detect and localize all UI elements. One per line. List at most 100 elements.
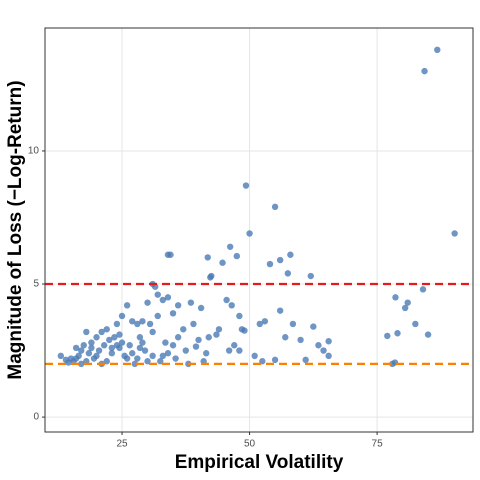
plot-background — [45, 28, 473, 432]
point — [116, 331, 123, 338]
point — [451, 230, 458, 237]
point — [242, 182, 250, 189]
point — [159, 352, 167, 360]
point — [419, 286, 427, 293]
point — [108, 344, 116, 352]
point — [276, 256, 284, 264]
point — [126, 342, 133, 349]
point — [139, 339, 146, 346]
point — [302, 356, 309, 364]
point — [113, 320, 121, 328]
point — [93, 352, 100, 360]
point — [208, 272, 215, 280]
point — [118, 339, 126, 346]
y-tick-label: 0 — [33, 412, 39, 423]
point — [136, 344, 144, 352]
point — [282, 334, 289, 341]
point — [320, 347, 327, 354]
point — [271, 356, 279, 364]
point — [103, 326, 110, 333]
point — [167, 251, 174, 258]
point — [172, 355, 179, 362]
point — [236, 312, 243, 320]
point — [271, 203, 279, 211]
point — [215, 326, 223, 333]
point — [118, 312, 126, 320]
point — [164, 350, 172, 357]
point — [106, 336, 113, 344]
point — [223, 296, 230, 304]
point — [111, 334, 118, 341]
point — [134, 355, 141, 362]
point — [174, 334, 182, 341]
point — [80, 342, 87, 349]
point — [241, 327, 248, 334]
point — [85, 350, 93, 357]
point — [392, 294, 399, 301]
point — [251, 352, 258, 360]
x-tick-label: 75 — [372, 439, 384, 450]
point — [149, 328, 156, 336]
point — [434, 46, 441, 54]
point — [384, 332, 391, 340]
point — [284, 270, 292, 277]
point — [195, 336, 202, 344]
point — [389, 360, 396, 368]
point — [190, 320, 197, 328]
point — [246, 230, 253, 237]
x-tick-label: 50 — [244, 439, 256, 450]
point — [57, 352, 65, 360]
point — [325, 352, 332, 360]
point — [72, 344, 80, 352]
point — [276, 307, 284, 314]
point — [169, 310, 177, 317]
point — [197, 304, 205, 312]
point — [164, 294, 172, 301]
point — [157, 358, 164, 365]
point — [204, 254, 211, 261]
point — [116, 344, 123, 352]
point — [78, 347, 85, 354]
point — [103, 358, 110, 365]
point — [129, 350, 136, 357]
y-tick-label: 10 — [28, 146, 40, 157]
point — [141, 347, 149, 354]
y-axis-label: Magnitude of Loss (−Log-Return) — [5, 80, 26, 379]
point — [225, 347, 233, 354]
point — [401, 304, 409, 312]
point — [136, 334, 144, 341]
point — [394, 330, 401, 337]
point — [256, 320, 263, 328]
point — [233, 252, 241, 260]
point — [180, 326, 187, 333]
point — [228, 302, 235, 309]
point — [187, 299, 195, 306]
point — [424, 331, 432, 338]
point — [131, 360, 138, 368]
plot-border — [44, 27, 474, 433]
point — [307, 272, 314, 280]
point — [226, 243, 234, 250]
point — [203, 350, 210, 357]
x-axis-label: Empirical Volatility — [175, 452, 344, 473]
point — [88, 344, 95, 352]
x-tick-label: 25 — [116, 439, 128, 450]
point — [162, 339, 169, 346]
point — [310, 323, 317, 330]
point — [134, 320, 141, 328]
point — [205, 334, 212, 341]
point — [289, 320, 297, 328]
point — [149, 352, 156, 360]
point — [421, 67, 428, 75]
point — [98, 328, 105, 336]
point — [88, 339, 95, 346]
point — [325, 338, 332, 345]
point — [174, 302, 182, 309]
point — [266, 260, 274, 268]
point — [231, 342, 238, 349]
point — [159, 296, 167, 304]
y-tick-label: 5 — [33, 279, 39, 290]
point — [261, 318, 269, 325]
point — [213, 331, 220, 338]
point — [236, 347, 243, 354]
